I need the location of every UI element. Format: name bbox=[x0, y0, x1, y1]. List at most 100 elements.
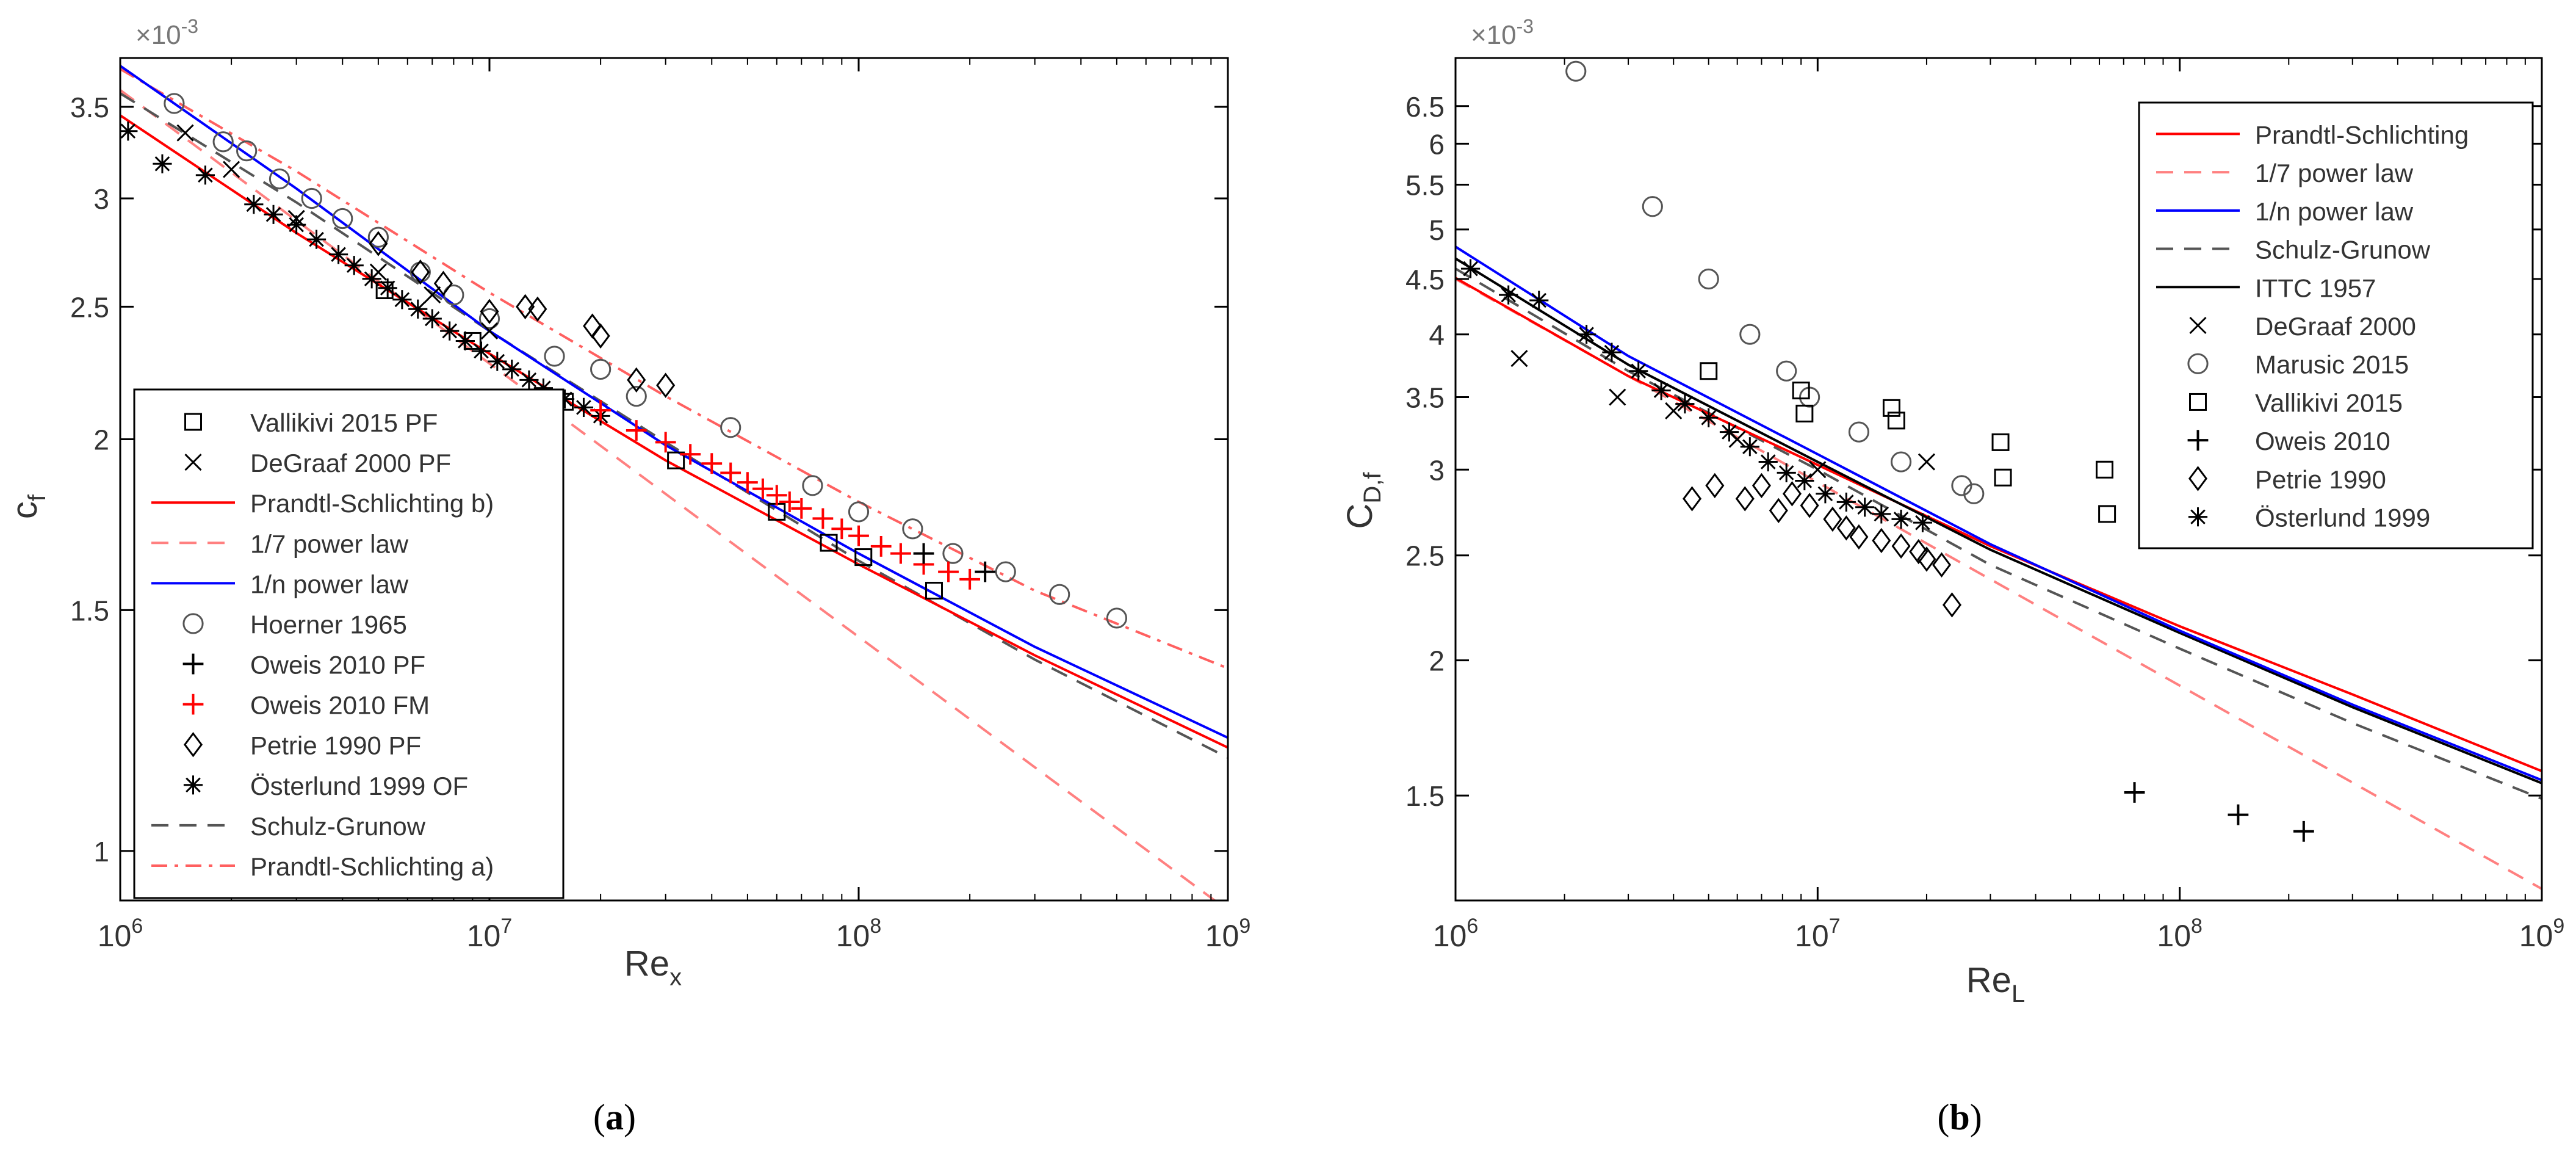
legend-label: Schulz-Grunow bbox=[250, 812, 426, 841]
series-marusic-2015-point bbox=[1642, 196, 1663, 217]
y-exponent-a: ×10-3 bbox=[135, 15, 198, 50]
x-tick-label: 108 bbox=[836, 915, 882, 953]
y-tick-label: 4 bbox=[1429, 319, 1445, 351]
series--sterlund-1999-of-point bbox=[502, 360, 522, 379]
y-tick-label: 6 bbox=[1429, 128, 1445, 160]
series-vallikivi-2015-pf-point bbox=[667, 451, 685, 469]
series-oweis-2010-point bbox=[2228, 804, 2249, 825]
y-tick-label: 2.5 bbox=[70, 291, 109, 323]
legend-item: Oweis 2010 FM bbox=[182, 691, 430, 720]
series-oweis-2010-fm-point bbox=[680, 444, 701, 465]
series--sterlund-1999-of-point bbox=[195, 165, 215, 185]
legend-b: Prandtl-Schlichting 1/7 power law 1/n powe… bbox=[2138, 101, 2534, 549]
series-oweis-2010-fm-point bbox=[701, 453, 723, 474]
legend-item: ITTC 1957 bbox=[2156, 274, 2376, 302]
legend-item: 1/7 power law bbox=[2156, 159, 2414, 187]
series-1-n-power-law-line bbox=[1456, 245, 2542, 781]
series-vallikivi-2015-point bbox=[1882, 399, 1900, 417]
legend-label: Schulz-Grunow bbox=[2255, 236, 2431, 264]
x-axis-label-b: ReL bbox=[1966, 960, 2025, 1007]
series-petrie-1990-point bbox=[1769, 498, 1788, 523]
y-axis-a: 1 1.5 2 2.5 3 3.5 bbox=[70, 92, 1228, 868]
legend-item: Oweis 2010 PF bbox=[182, 651, 425, 679]
x-axis-b: 106 107 108 109 bbox=[1433, 58, 2564, 953]
chart-panel-a: 106 107 108 109 1 1.5 2 2.5 3 3.5 ×10-3 cf Rex V… bbox=[5, 15, 1250, 1137]
legend-label: Oweis 2010 PF bbox=[250, 651, 425, 679]
series-vallikivi-2015-point bbox=[2095, 460, 2113, 479]
series-petrie-1990-point bbox=[1823, 506, 1842, 532]
series-oweis-2010-fm bbox=[590, 400, 981, 590]
panel-label-b: (b) bbox=[1937, 1097, 1982, 1137]
series-petrie-1990-pf-point bbox=[656, 372, 676, 398]
series-oweis-2010-pf bbox=[913, 543, 996, 582]
legend-label: Oweis 2010 FM bbox=[250, 691, 430, 720]
y-tick-label: 2 bbox=[1429, 645, 1445, 677]
series-petrie-1990-point bbox=[1782, 481, 1802, 507]
series-oweis-2010-fm-point bbox=[655, 432, 676, 453]
legend-label: Vallikivi 2015 PF bbox=[250, 408, 438, 437]
series-oweis-2010-fm-point bbox=[752, 478, 773, 499]
series-hoerner-1965-point bbox=[942, 543, 964, 564]
series-oweis-2010-fm-point bbox=[737, 472, 758, 493]
legend-label: 1/7 power law bbox=[2255, 159, 2414, 187]
series--sterlund-1999-of-point bbox=[153, 154, 172, 173]
legend-item: 1/n power law bbox=[2156, 197, 2414, 226]
series-oweis-2010-fm-point bbox=[590, 400, 612, 421]
series-oweis-2010-fm-point bbox=[870, 536, 892, 557]
series-petrie-1990-pf-point bbox=[583, 313, 602, 339]
series-degraaf-2000-pf-point bbox=[223, 161, 240, 178]
x-tick-label: 106 bbox=[1433, 915, 1479, 953]
series-marusic-2015-point bbox=[1776, 360, 1797, 382]
series-hoerner-1965-point bbox=[1106, 607, 1127, 629]
y-tick-label: 3 bbox=[1429, 454, 1445, 486]
series--sterlund-1999-point bbox=[1816, 484, 1835, 504]
series-oweis-2010-point bbox=[2293, 821, 2314, 842]
legend-item: Petrie 1990 bbox=[2188, 465, 2386, 494]
plot-area-a bbox=[120, 65, 1228, 900]
legend-label: Österlund 1999 bbox=[2255, 504, 2430, 532]
series-degraaf-2000-point bbox=[1510, 350, 1528, 368]
legend-item: Vallikivi 2015 bbox=[2189, 388, 2403, 417]
x-tick-label: 107 bbox=[1795, 915, 1841, 953]
legend-swatch bbox=[2187, 353, 2209, 374]
y-axis-label-b: CD,f bbox=[1340, 472, 1386, 529]
series-petrie-1990-pf bbox=[369, 231, 676, 398]
series--sterlund-1999-point bbox=[1719, 422, 1739, 442]
series-hoerner-1965-point bbox=[590, 358, 612, 380]
series--sterlund-1999-of-point bbox=[264, 205, 283, 224]
legend-swatch bbox=[184, 413, 202, 431]
series--sterlund-1999-of-point bbox=[519, 370, 539, 389]
legend-item: Vallikivi 2015 PF bbox=[184, 408, 438, 437]
series--sterlund-1999-of-point bbox=[422, 309, 442, 328]
series-degraaf-2000-point bbox=[1918, 453, 1936, 471]
series--sterlund-1999-point bbox=[1836, 492, 1856, 512]
legend-label: Prandtl-Schlichting b) bbox=[250, 489, 494, 518]
legend-label: Marusic 2015 bbox=[2255, 350, 2409, 379]
series-hoerner-1965-point bbox=[626, 386, 647, 407]
series-marusic-2015-point bbox=[1951, 475, 1972, 496]
series-vallikivi-2015 bbox=[1700, 362, 2116, 523]
series--sterlund-1999-of-point bbox=[555, 389, 575, 409]
series--sterlund-1999-of-point bbox=[287, 215, 306, 234]
legend-box-a bbox=[133, 388, 565, 899]
series-petrie-1990-point bbox=[1735, 486, 1755, 512]
legend-swatch bbox=[2188, 466, 2208, 491]
legend-label: Hoerner 1965 bbox=[250, 610, 407, 639]
series-marusic-2015-point bbox=[1739, 324, 1761, 345]
series-petrie-1990-pf-point bbox=[369, 231, 388, 256]
series-degraaf-2000-point bbox=[1665, 402, 1683, 419]
series-vallikivi-2015-point bbox=[2098, 505, 2116, 523]
legend-item: Schulz-Grunow bbox=[2156, 236, 2431, 264]
series-degraaf-2000-point bbox=[1609, 388, 1626, 406]
y-tick-label: 1 bbox=[93, 836, 109, 868]
series-petrie-1990-point bbox=[1917, 546, 1936, 572]
series--sterlund-1999-point bbox=[1651, 381, 1671, 400]
y-axis-label-a: cf bbox=[5, 494, 51, 519]
legend-item: DeGraaf 2000 PF bbox=[184, 449, 451, 477]
legend-label: ITTC 1957 bbox=[2255, 274, 2376, 302]
series--sterlund-1999-point bbox=[1577, 325, 1596, 344]
series-marusic-2015-point bbox=[1848, 421, 1870, 443]
series-petrie-1990-point bbox=[1849, 524, 1869, 550]
series--sterlund-1999-point bbox=[1795, 471, 1814, 491]
series--sterlund-1999-of-point bbox=[574, 397, 594, 417]
